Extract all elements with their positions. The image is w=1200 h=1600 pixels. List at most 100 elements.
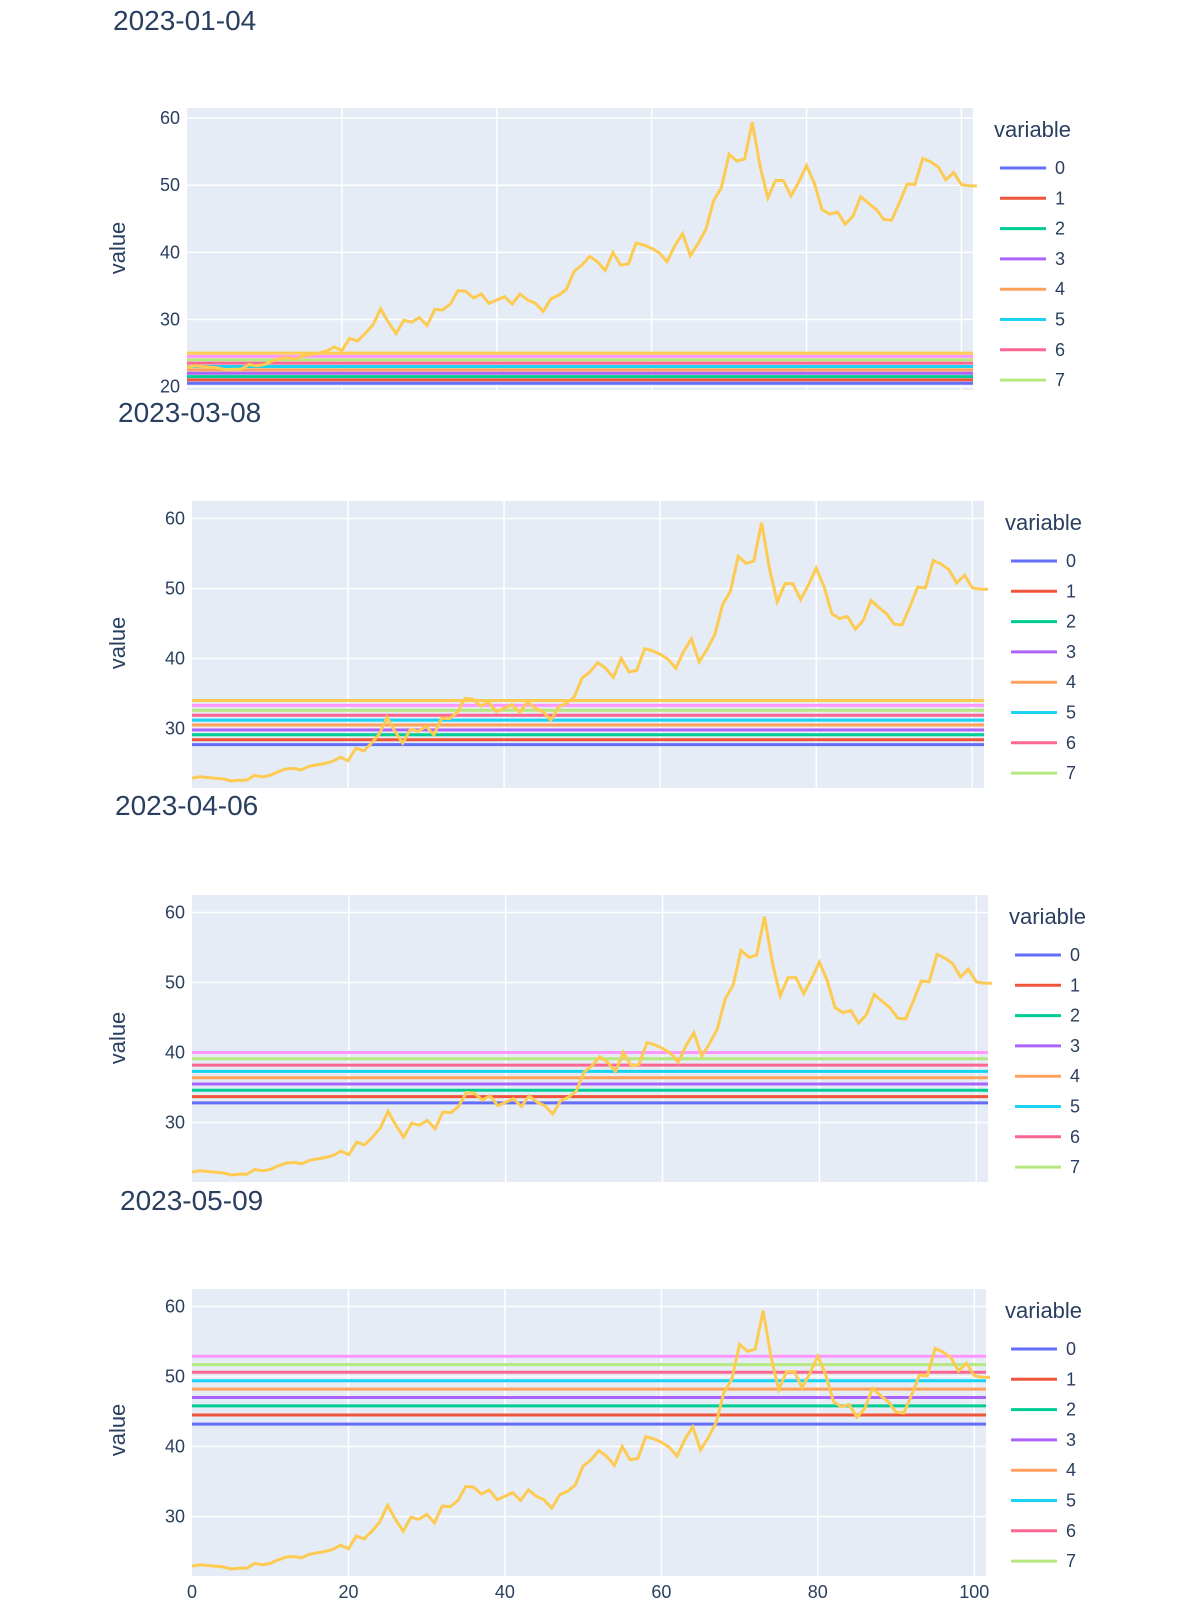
x-tick-label: 80: [808, 1582, 828, 1600]
plot-area: [192, 895, 988, 1182]
legend-item-1[interactable]: 1: [1011, 1369, 1076, 1389]
x-tick-label: 40: [495, 1582, 515, 1600]
y-tick-label: 30: [165, 1507, 185, 1527]
legend-item-0[interactable]: 0: [1000, 158, 1065, 178]
y-axis-title: value: [105, 1012, 130, 1065]
legend-label: 0: [1070, 945, 1080, 965]
legend-item-3[interactable]: 3: [1011, 642, 1076, 662]
legend-item-7[interactable]: 7: [1011, 1551, 1076, 1571]
legend-title: variable: [1005, 510, 1082, 535]
legend-item-1[interactable]: 1: [1015, 975, 1080, 995]
legend-label: 6: [1055, 340, 1065, 360]
legend-item-5[interactable]: 5: [1011, 703, 1076, 723]
legend: variable 0 1 2 3 4 5 6 7: [1005, 1298, 1082, 1571]
legend-item-5[interactable]: 5: [1000, 310, 1065, 330]
legend-label: 3: [1066, 642, 1076, 662]
x-tick-label: 20: [338, 1582, 358, 1600]
legend-item-6[interactable]: 6: [1011, 733, 1076, 753]
x-tick-label: 0: [187, 1582, 197, 1600]
legend-item-4[interactable]: 4: [1015, 1066, 1080, 1086]
series-line: [191, 1310, 990, 1571]
legend-label: 5: [1066, 1491, 1076, 1511]
legend-label: 0: [1066, 551, 1076, 571]
legend-label: 6: [1070, 1127, 1080, 1147]
chart-2023-03-08: 2023-03-08 value 30 40 50 60 variable 0 1 2 3 4…: [105, 397, 1082, 788]
legend-item-2[interactable]: 2: [1015, 1006, 1080, 1026]
legend-item-6[interactable]: 6: [1015, 1127, 1080, 1147]
y-tick-label: 50: [165, 579, 185, 599]
legend-item-2[interactable]: 2: [1011, 612, 1076, 632]
legend-item-7[interactable]: 7: [1000, 370, 1065, 390]
y-tick-labels: 30 40 50 60: [165, 1297, 185, 1527]
legend-label: 3: [1070, 1036, 1080, 1056]
legend-item-3[interactable]: 3: [1015, 1036, 1080, 1056]
y-tick-label: 50: [165, 1367, 185, 1387]
y-tick-label: 50: [165, 973, 185, 993]
legend-label: 5: [1055, 310, 1065, 330]
chart-title: 2023-04-06: [115, 790, 258, 821]
legend-title: variable: [994, 117, 1071, 142]
legend-item-7[interactable]: 7: [1011, 763, 1076, 783]
legend-label: 4: [1055, 279, 1065, 299]
y-tick-label: 60: [165, 1297, 185, 1317]
legend-label: 2: [1070, 1006, 1080, 1026]
series-line: [191, 916, 992, 1177]
legend-label: 7: [1066, 763, 1076, 783]
y-tick-label: 30: [165, 719, 185, 739]
legend-label: 7: [1070, 1157, 1080, 1177]
legend-item-1[interactable]: 1: [1011, 581, 1076, 601]
legend-label: 4: [1066, 1460, 1076, 1480]
legend-item-2[interactable]: 2: [1011, 1400, 1076, 1420]
legend-item-3[interactable]: 3: [1000, 249, 1065, 269]
y-tick-label: 60: [160, 108, 180, 128]
plot-area: [192, 1289, 986, 1576]
y-axis-title: value: [105, 1404, 130, 1457]
legend-label: 0: [1066, 1339, 1076, 1359]
level-lines: [192, 1051, 988, 1105]
legend-label: 3: [1066, 1430, 1076, 1450]
legend-item-0[interactable]: 0: [1011, 551, 1076, 571]
y-tick-label: 50: [160, 175, 180, 195]
legend-item-0[interactable]: 0: [1015, 945, 1080, 965]
legend-item-5[interactable]: 5: [1015, 1097, 1080, 1117]
chart-2023-01-04: 2023-01-04 value 20 30 40 50 60 variable 0 1 2…: [105, 5, 1071, 397]
y-tick-label: 60: [165, 903, 185, 923]
legend-item-5[interactable]: 5: [1011, 1491, 1076, 1511]
legend-item-6[interactable]: 6: [1000, 340, 1065, 360]
legend-label: 0: [1055, 158, 1065, 178]
legend-label: 5: [1066, 703, 1076, 723]
x-tick-labels: 0 20 40 60 80 100: [187, 1582, 989, 1600]
x-tick-label: 60: [651, 1582, 671, 1600]
legend-title: variable: [1005, 1298, 1082, 1323]
y-tick-labels: 30 40 50 60: [165, 509, 185, 739]
level-lines: [192, 1354, 986, 1426]
chart-title: 2023-03-08: [118, 397, 261, 428]
y-axis-title: value: [105, 617, 130, 670]
legend-item-2[interactable]: 2: [1000, 219, 1065, 239]
legend-title: variable: [1009, 904, 1086, 929]
legend-item-3[interactable]: 3: [1011, 1430, 1076, 1450]
legend-item-1[interactable]: 1: [1000, 188, 1065, 208]
legend-label: 5: [1070, 1097, 1080, 1117]
legend-item-6[interactable]: 6: [1011, 1521, 1076, 1541]
legend-item-7[interactable]: 7: [1015, 1157, 1080, 1177]
x-tick-label: 100: [959, 1582, 989, 1600]
legend-label: 1: [1066, 581, 1076, 601]
y-tick-label: 40: [165, 1437, 185, 1457]
legend: variable 0 1 2 3 4 5 6 7: [1009, 904, 1086, 1177]
legend-label: 7: [1055, 370, 1065, 390]
chart-title: 2023-05-09: [120, 1185, 263, 1216]
y-tick-labels: 20 30 40 50 60: [160, 108, 180, 397]
legend-item-0[interactable]: 0: [1011, 1339, 1076, 1359]
series-line: [191, 522, 988, 783]
y-tick-label: 40: [165, 649, 185, 669]
legend-item-4[interactable]: 4: [1000, 279, 1065, 299]
legend: variable 0 1 2 3 4 5 6 7: [1005, 510, 1082, 783]
legend-label: 2: [1055, 219, 1065, 239]
level-lines: [192, 699, 984, 747]
legend-item-4[interactable]: 4: [1011, 1460, 1076, 1480]
y-tick-label: 30: [165, 1113, 185, 1133]
legend-item-4[interactable]: 4: [1011, 672, 1076, 692]
